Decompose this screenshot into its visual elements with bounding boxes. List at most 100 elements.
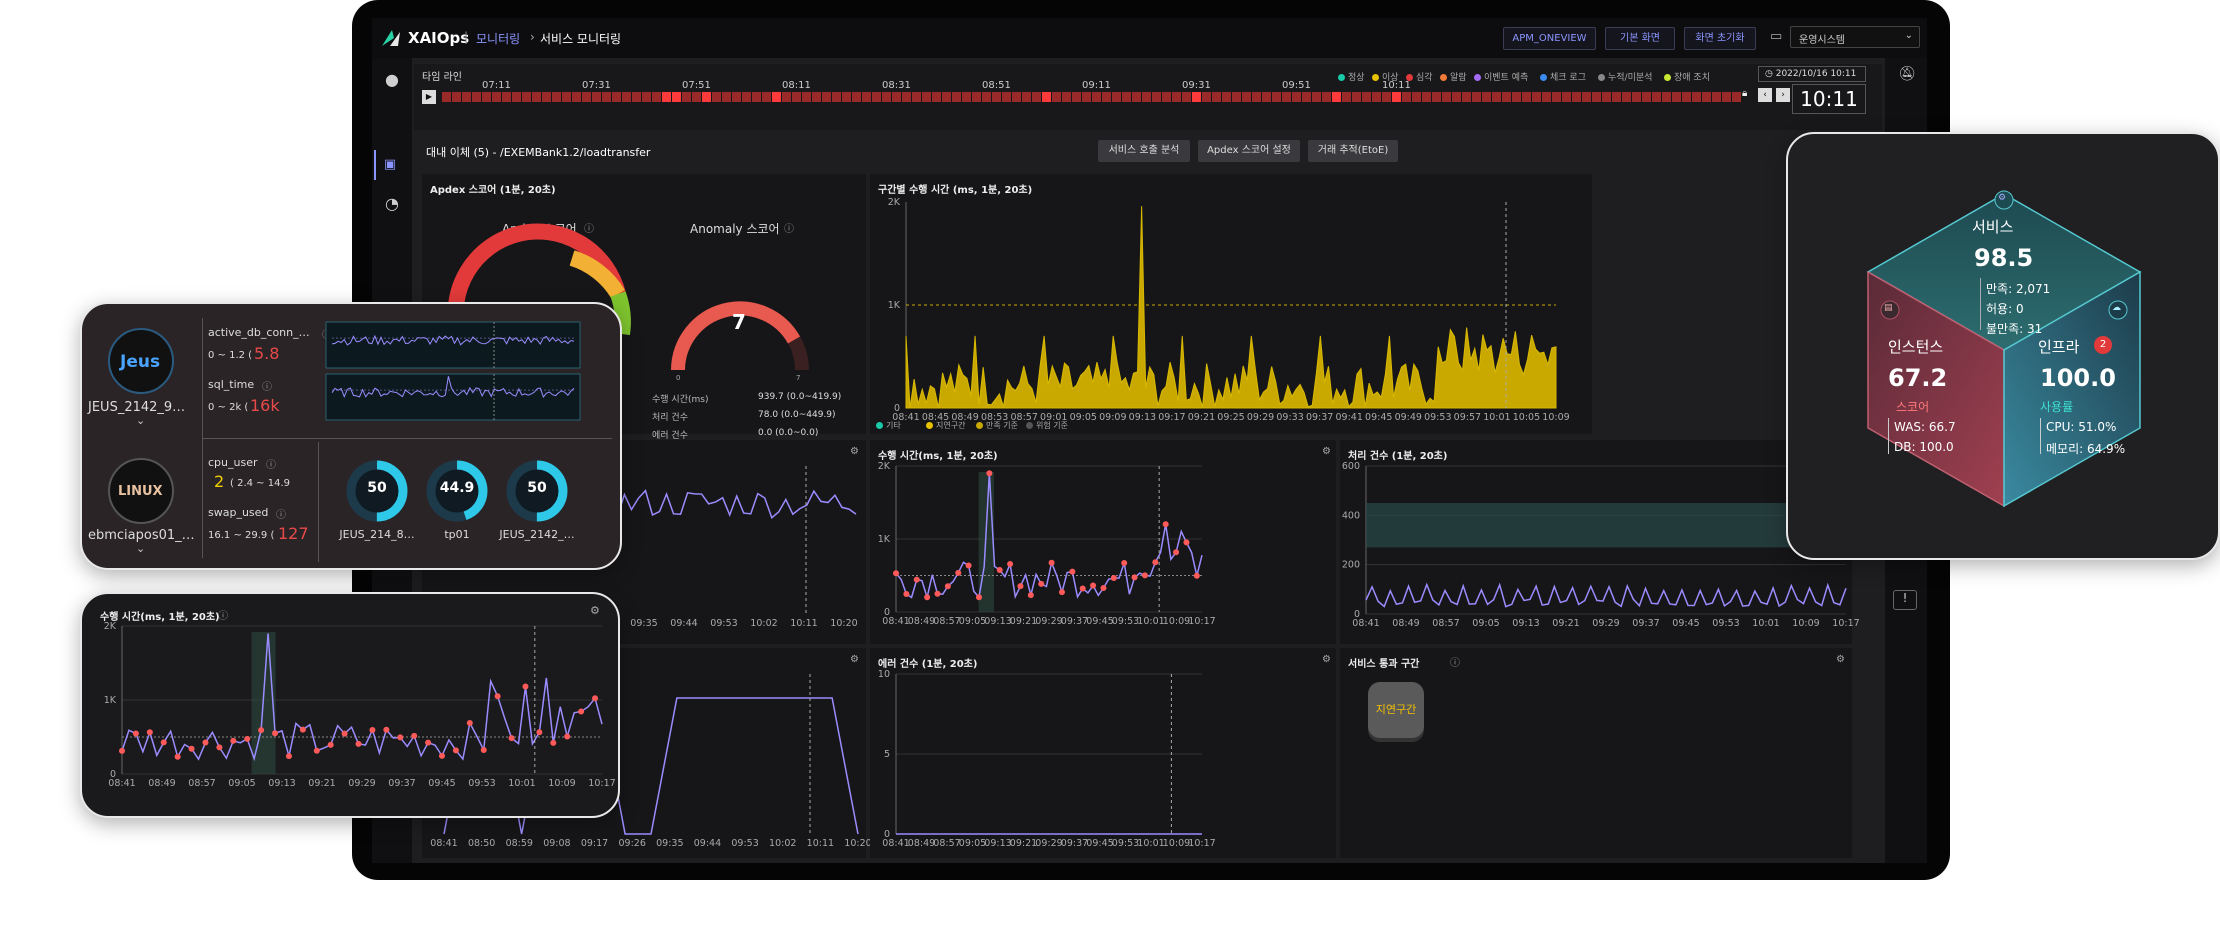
timeline-segment <box>832 92 841 102</box>
stat-value: 0.0 (0.0~0.0) <box>758 428 819 438</box>
timeline-segment <box>872 92 881 102</box>
monitor-icon[interactable]: ▭ <box>1770 29 1783 44</box>
x-tick-label: 10:01 <box>1137 616 1164 627</box>
info-icon[interactable]: ⓘ <box>784 224 794 235</box>
x-tick-label: 08:59 <box>506 838 533 849</box>
info-icon[interactable]: ! <box>1893 590 1917 610</box>
info-icon[interactable]: ⓘ <box>276 510 286 521</box>
timeline-segment <box>1352 92 1361 102</box>
system-select[interactable]: 운영시스템 ⌄ <box>1790 26 1920 48</box>
info-icon[interactable]: ⓘ <box>1450 658 1460 669</box>
gear-icon[interactable]: ⚙ <box>590 604 600 617</box>
apm-oneview-button[interactable]: APM_ONEVIEW <box>1503 27 1596 50</box>
infra-alert-badge[interactable]: 2 <box>2094 336 2112 354</box>
chevron-down-icon[interactable]: ⌄ <box>136 414 146 427</box>
anomaly-point <box>411 732 418 739</box>
x-tick-label: 10:09 <box>1792 618 1819 629</box>
memory-usage: 메모리: 64.9% <box>2046 442 2126 456</box>
delay-section-node[interactable]: 지연구간 <box>1368 682 1424 738</box>
timeline-segment <box>1642 92 1651 102</box>
gear-icon[interactable]: ⚙ <box>850 654 859 665</box>
timeline-segment <box>662 92 671 102</box>
timeline-segment <box>732 92 741 102</box>
timeline-segment <box>1522 92 1531 102</box>
transaction-trace-button[interactable]: 거래 추적(EtoE) <box>1308 140 1398 162</box>
brand-name[interactable]: XAIOps <box>408 29 470 47</box>
gauge-max: 7 <box>796 374 801 382</box>
anomaly-point <box>955 569 962 576</box>
anomaly-point <box>1048 559 1055 566</box>
timeline-segment <box>1452 92 1461 102</box>
timeline-segment <box>1162 92 1171 102</box>
play-icon[interactable]: ▶ <box>422 90 436 104</box>
donut-gauge: 50 <box>344 458 410 524</box>
x-tick-label: 08:49 <box>148 778 175 789</box>
timeline-segment <box>1062 92 1071 102</box>
gear-icon[interactable]: ⚙ <box>1836 654 1845 665</box>
reset-screen-button[interactable]: 화면 초기화 <box>1684 27 1756 50</box>
timeline-segment <box>1422 92 1431 102</box>
anomaly-point <box>383 726 390 733</box>
infra-label: 인프라 <box>2038 338 2080 356</box>
timeline-tick: 08:31 <box>882 80 911 91</box>
section-time-panel: 구간별 수행 시간 (ms, 1분, 20초) 2K 1K 0 08:41 08:45 0… <box>870 174 1592 434</box>
next-arrow-icon[interactable]: › <box>1776 88 1790 102</box>
anomaly-point <box>452 747 459 754</box>
gear-icon[interactable]: ⚙ <box>1322 654 1331 665</box>
anomaly-point <box>924 594 931 601</box>
info-icon[interactable]: ⓘ <box>266 460 276 471</box>
donut-svg <box>346 460 408 522</box>
apdex-setting-button[interactable]: Apdex 스코어 설정 <box>1198 140 1300 162</box>
donut-fill <box>506 460 568 522</box>
timeline-tick: 07:11 <box>482 80 511 91</box>
pie-chart-icon[interactable]: ◔ <box>385 194 399 213</box>
x-tick-label: 10:01 <box>1752 618 1779 629</box>
jeus-instance-name[interactable]: JEUS_2142_9… <box>88 400 186 415</box>
x-tick-label: 10:01 <box>508 778 535 789</box>
jeus-logo: Jeus <box>108 328 174 394</box>
y-tick-label: 2K <box>878 461 891 472</box>
x-tick-label: 09:13 <box>984 838 1011 849</box>
timeline-segment <box>472 92 481 102</box>
error-title: 에러 건수 (1분, 20초) <box>878 659 978 670</box>
anomaly-point <box>592 695 599 702</box>
y-tick-label: 0 <box>110 769 116 780</box>
x-tick-label: 09:29 <box>1592 618 1619 629</box>
timeline-segment <box>532 92 541 102</box>
date-display[interactable]: ◷ 2022/10/16 10:11 <box>1758 66 1866 82</box>
donut-label: tp01 <box>444 528 470 541</box>
anomaly-point <box>1017 583 1024 590</box>
linux-host-name[interactable]: ebmciapos01_… <box>88 528 195 543</box>
x-tick-label: 09:35 <box>630 618 657 629</box>
anomaly-point <box>397 734 404 741</box>
x-tick-label: 09:17 <box>1158 412 1185 423</box>
x-tick-label: 10:02 <box>750 618 777 629</box>
default-screen-button[interactable]: 기본 화면 <box>1605 27 1675 50</box>
timeline-segment <box>1492 92 1501 102</box>
info-icon[interactable]: ⓘ <box>584 224 594 235</box>
timeline-segment <box>572 92 581 102</box>
x-tick-label: 09:45 <box>1672 618 1699 629</box>
lock-icon[interactable]: 🔒︎ <box>1742 88 1748 99</box>
prev-arrow-icon[interactable]: ‹ <box>1758 88 1772 102</box>
user-icon[interactable]: ● <box>385 70 399 89</box>
x-tick-label: 09:09 <box>1099 412 1126 423</box>
info-icon[interactable]: ⓘ <box>218 611 228 622</box>
bell-off-icon[interactable]: 🔕︎ <box>1898 66 1916 82</box>
gear-icon[interactable]: ⚙ <box>1322 446 1331 457</box>
timeline-tick: 08:11 <box>782 80 811 91</box>
x-tick-label: 09:37 <box>1306 412 1333 423</box>
service-call-analysis-button[interactable]: 서비스 호출 분석 <box>1098 140 1190 162</box>
gear-icon[interactable]: ⚙ <box>850 446 859 457</box>
breadcrumb-monitoring[interactable]: 모니터링 <box>476 32 521 46</box>
divider <box>2040 418 2041 454</box>
x-tick-label: 09:13 <box>1129 412 1156 423</box>
timeline-bar[interactable] <box>442 92 1742 104</box>
anomaly-point <box>1027 592 1034 599</box>
monitoring-icon[interactable]: ▣ <box>374 150 404 180</box>
timeline-legend-item: 누적/미분석 <box>1598 70 1652 83</box>
timeline-segment <box>922 92 931 102</box>
info-icon[interactable]: ⓘ <box>262 382 272 393</box>
chevron-down-icon[interactable]: ⌄ <box>136 542 146 555</box>
x-tick-label: 10:09 <box>1163 838 1190 849</box>
